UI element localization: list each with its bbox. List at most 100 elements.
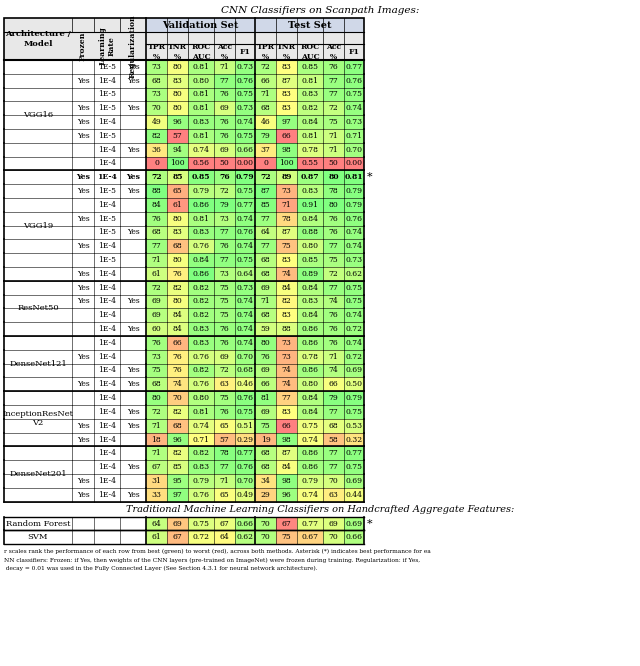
- Text: 1E-4: 1E-4: [98, 146, 116, 154]
- Bar: [323, 60, 344, 74]
- Bar: [4, 18, 364, 60]
- Text: 71: 71: [152, 256, 161, 264]
- Text: Yes: Yes: [126, 173, 140, 181]
- Bar: [214, 74, 235, 88]
- Bar: [235, 281, 255, 294]
- Bar: [72, 488, 146, 501]
- Bar: [344, 88, 364, 101]
- Text: 1E-4: 1E-4: [98, 159, 116, 168]
- Bar: [323, 184, 344, 198]
- Bar: [297, 405, 323, 419]
- Bar: [344, 143, 364, 157]
- Bar: [214, 212, 235, 226]
- Text: 0.79: 0.79: [346, 201, 362, 209]
- Text: 71: 71: [282, 201, 291, 209]
- Bar: [214, 88, 235, 101]
- Bar: [72, 60, 146, 74]
- Text: 63: 63: [220, 380, 229, 388]
- Text: Yes: Yes: [127, 325, 140, 333]
- Text: 87: 87: [282, 77, 291, 85]
- Bar: [188, 170, 214, 184]
- Text: 70: 70: [328, 533, 339, 541]
- Text: 74: 74: [328, 298, 339, 306]
- Text: NN classifiers: Frozen: if Yes, then weights of the CNN layers (pre-trained on I: NN classifiers: Frozen: if Yes, then wei…: [4, 557, 420, 563]
- Text: 67: 67: [173, 533, 182, 541]
- Bar: [167, 308, 188, 322]
- Text: 84: 84: [152, 201, 161, 209]
- Text: 77: 77: [328, 77, 339, 85]
- Bar: [255, 253, 276, 267]
- Text: *: *: [367, 519, 372, 529]
- Text: Yes: Yes: [77, 491, 90, 499]
- Bar: [323, 101, 344, 115]
- Text: 76: 76: [219, 173, 230, 181]
- Bar: [276, 60, 297, 74]
- Text: 73: 73: [152, 353, 161, 361]
- Text: Yes: Yes: [127, 105, 140, 113]
- Text: 75: 75: [220, 298, 229, 306]
- Bar: [297, 294, 323, 308]
- Text: 73: 73: [220, 270, 229, 278]
- Bar: [235, 212, 255, 226]
- Bar: [344, 198, 364, 212]
- Bar: [188, 115, 214, 129]
- Text: 83: 83: [282, 311, 291, 319]
- Text: 0.49: 0.49: [237, 491, 253, 499]
- Bar: [255, 350, 276, 364]
- Bar: [214, 101, 235, 115]
- Bar: [146, 322, 167, 336]
- Text: 34: 34: [260, 477, 271, 485]
- Bar: [167, 433, 188, 446]
- Bar: [214, 322, 235, 336]
- Text: 0.78: 0.78: [301, 146, 319, 154]
- Bar: [214, 184, 235, 198]
- Text: 97: 97: [173, 491, 182, 499]
- Text: 1E-4: 1E-4: [98, 394, 116, 402]
- Text: 76: 76: [220, 91, 229, 99]
- Bar: [167, 530, 188, 544]
- Text: 79: 79: [220, 201, 229, 209]
- Text: 96: 96: [282, 491, 291, 499]
- Bar: [214, 198, 235, 212]
- Bar: [235, 530, 255, 544]
- Bar: [323, 74, 344, 88]
- Bar: [188, 294, 214, 308]
- Text: 1E-5: 1E-5: [98, 228, 116, 236]
- Text: 80: 80: [173, 214, 182, 222]
- Bar: [276, 419, 297, 433]
- Bar: [235, 115, 255, 129]
- Text: 0.84: 0.84: [301, 118, 319, 126]
- Text: 0.83: 0.83: [193, 228, 209, 236]
- Text: 0.68: 0.68: [237, 366, 253, 374]
- Text: 1E-4: 1E-4: [98, 270, 116, 278]
- Text: 64: 64: [220, 533, 229, 541]
- Bar: [276, 170, 297, 184]
- Text: 0.89: 0.89: [301, 270, 319, 278]
- Bar: [323, 446, 344, 460]
- Bar: [255, 446, 276, 460]
- Bar: [146, 517, 167, 530]
- Bar: [255, 60, 276, 74]
- Text: 65: 65: [173, 187, 182, 195]
- Text: 0.79: 0.79: [193, 477, 209, 485]
- Text: 1E-4: 1E-4: [98, 77, 116, 85]
- Text: 19: 19: [260, 436, 270, 444]
- Bar: [167, 378, 188, 391]
- Text: 69: 69: [152, 298, 161, 306]
- Bar: [235, 267, 255, 281]
- Text: 85: 85: [172, 173, 183, 181]
- Bar: [255, 460, 276, 474]
- Text: 0.81: 0.81: [301, 132, 319, 140]
- Bar: [146, 391, 167, 405]
- Bar: [146, 170, 167, 184]
- Bar: [188, 74, 214, 88]
- Bar: [344, 378, 364, 391]
- Text: 0.71: 0.71: [346, 132, 362, 140]
- Text: 77: 77: [328, 463, 339, 471]
- Bar: [255, 267, 276, 281]
- Bar: [297, 129, 323, 143]
- Text: 0.75: 0.75: [346, 408, 362, 416]
- Text: 0.74: 0.74: [237, 325, 253, 333]
- Bar: [235, 308, 255, 322]
- Bar: [72, 267, 146, 281]
